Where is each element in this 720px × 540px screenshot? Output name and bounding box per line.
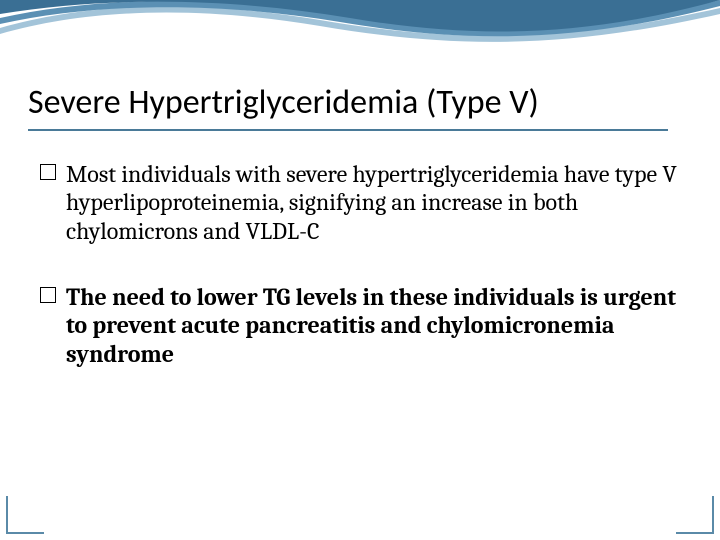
square-bullet-icon <box>40 164 56 180</box>
square-bullet-icon <box>40 287 56 303</box>
bullet-item: The need to lower TG levels in these ind… <box>40 283 680 368</box>
corner-decoration-bottom-right <box>676 496 714 534</box>
corner-decoration-bottom-left <box>6 496 44 534</box>
bullet-text: The need to lower TG levels in these ind… <box>66 283 676 368</box>
slide-root: Severe Hypertriglyceridemia (Type V) Mos… <box>0 0 720 540</box>
wave-decoration-top <box>0 0 720 70</box>
body-content: Most individuals with severe hypertrigly… <box>40 160 680 406</box>
slide-title: Severe Hypertriglyceridemia (Type V) <box>28 82 692 123</box>
bullet-text: Most individuals with severe hypertrigly… <box>66 160 677 245</box>
bullet-item: Most individuals with severe hypertrigly… <box>40 160 680 245</box>
